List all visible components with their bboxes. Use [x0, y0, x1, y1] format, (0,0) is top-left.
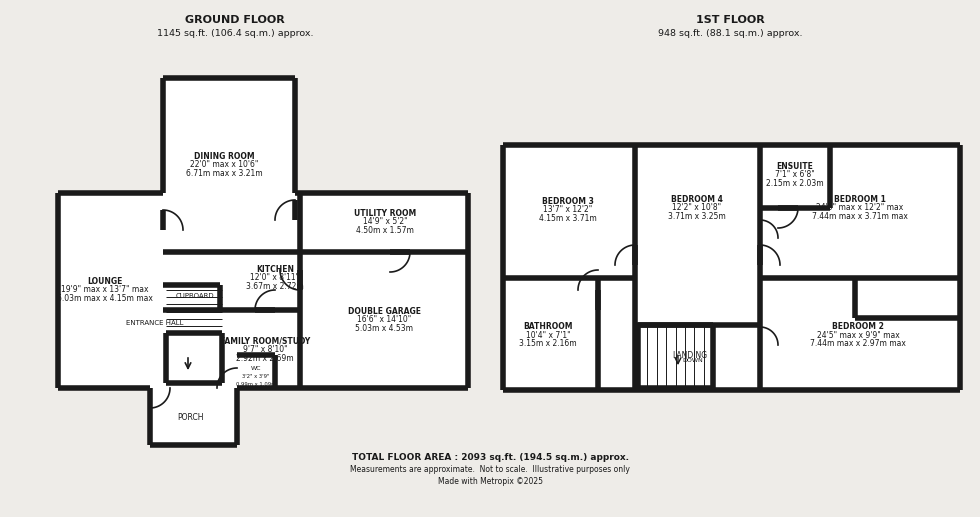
Text: 12'0" x 8'11": 12'0" x 8'11" — [251, 273, 300, 282]
Text: DOWN: DOWN — [683, 358, 704, 363]
Text: 13'7" x 12'2": 13'7" x 12'2" — [543, 205, 593, 215]
Text: GROUND FLOOR: GROUND FLOOR — [185, 15, 285, 25]
Text: DOUBLE GARAGE: DOUBLE GARAGE — [348, 307, 420, 316]
Text: 2.15m x 2.03m: 2.15m x 2.03m — [766, 179, 824, 188]
Bar — [166, 333, 222, 383]
Text: PORCH: PORCH — [176, 414, 203, 422]
Bar — [503, 145, 960, 390]
Text: CUPBOARD: CUPBOARD — [175, 293, 215, 299]
Text: 5.03m x 4.53m: 5.03m x 4.53m — [355, 324, 413, 333]
Bar — [163, 78, 295, 193]
Text: 6.03m max x 4.15m max: 6.03m max x 4.15m max — [57, 294, 153, 303]
Text: 9'7" x 8'10": 9'7" x 8'10" — [243, 345, 287, 355]
Text: 3.71m x 3.25m: 3.71m x 3.25m — [668, 212, 726, 221]
Text: 4.15m x 3.71m: 4.15m x 3.71m — [539, 214, 597, 223]
Text: 14'9" x 5'2": 14'9" x 5'2" — [363, 218, 408, 226]
Text: 2.92m x 2.69m: 2.92m x 2.69m — [236, 354, 294, 363]
Text: 1ST FLOOR: 1ST FLOOR — [696, 15, 764, 25]
Text: Made with Metropix ©2025: Made with Metropix ©2025 — [437, 477, 543, 485]
Text: ENTRANCE HALL: ENTRANCE HALL — [126, 320, 184, 326]
Text: 19'9" max x 13'7" max: 19'9" max x 13'7" max — [62, 285, 149, 295]
Bar — [58, 193, 468, 388]
Text: BEDROOM 1: BEDROOM 1 — [834, 195, 886, 204]
Text: 3.67m x 2.72m: 3.67m x 2.72m — [246, 282, 304, 291]
Text: 7.44m max x 3.71m max: 7.44m max x 3.71m max — [812, 212, 907, 221]
Text: WC: WC — [251, 366, 262, 371]
Text: 3'2" x 3'9": 3'2" x 3'9" — [242, 374, 270, 379]
Text: 3.15m x 2.16m: 3.15m x 2.16m — [519, 339, 577, 348]
Text: 24'5" max x 9'9" max: 24'5" max x 9'9" max — [816, 330, 900, 340]
Text: ENSUITE: ENSUITE — [776, 162, 813, 171]
Text: 948 sq.ft. (88.1 sq.m.) approx.: 948 sq.ft. (88.1 sq.m.) approx. — [658, 28, 803, 38]
Text: BATHROOM: BATHROOM — [523, 322, 572, 331]
Text: Measurements are approximate.  Not to scale.  Illustrative purposes only: Measurements are approximate. Not to sca… — [350, 465, 630, 475]
Text: 4.50m x 1.57m: 4.50m x 1.57m — [356, 226, 414, 235]
Text: DINING ROOM: DINING ROOM — [194, 152, 255, 161]
Text: BEDROOM 4: BEDROOM 4 — [671, 195, 723, 204]
Text: UTILITY ROOM: UTILITY ROOM — [354, 209, 416, 218]
Text: TOTAL FLOOR AREA : 2093 sq.ft. (194.5 sq.m.) approx.: TOTAL FLOOR AREA : 2093 sq.ft. (194.5 sq… — [352, 453, 628, 463]
Text: BEDROOM 3: BEDROOM 3 — [542, 197, 594, 206]
Text: 0.99m x 1.09m: 0.99m x 1.09m — [236, 383, 276, 388]
Text: FAMILY ROOM/STUDY: FAMILY ROOM/STUDY — [220, 337, 310, 346]
Text: KITCHEN: KITCHEN — [256, 265, 294, 274]
Text: LANDING: LANDING — [672, 351, 708, 359]
Text: 16'6" x 14'10": 16'6" x 14'10" — [357, 315, 412, 325]
Text: 6.71m max x 3.21m: 6.71m max x 3.21m — [185, 169, 263, 178]
Text: 22'0" max x 10'6": 22'0" max x 10'6" — [190, 160, 258, 170]
Bar — [150, 388, 237, 445]
Text: 10'4" x 7'1": 10'4" x 7'1" — [525, 330, 570, 340]
Text: 24'5" max x 12'2" max: 24'5" max x 12'2" max — [816, 204, 904, 212]
Text: 12'2" x 10'8": 12'2" x 10'8" — [672, 204, 721, 212]
Text: 7.44m max x 2.97m max: 7.44m max x 2.97m max — [810, 339, 906, 348]
Text: 7'1" x 6'8": 7'1" x 6'8" — [775, 171, 815, 179]
Text: BEDROOM 2: BEDROOM 2 — [832, 322, 884, 331]
Text: LOUNGE: LOUNGE — [87, 277, 122, 286]
Text: 1145 sq.ft. (106.4 sq.m.) approx.: 1145 sq.ft. (106.4 sq.m.) approx. — [157, 28, 314, 38]
Bar — [638, 325, 713, 388]
